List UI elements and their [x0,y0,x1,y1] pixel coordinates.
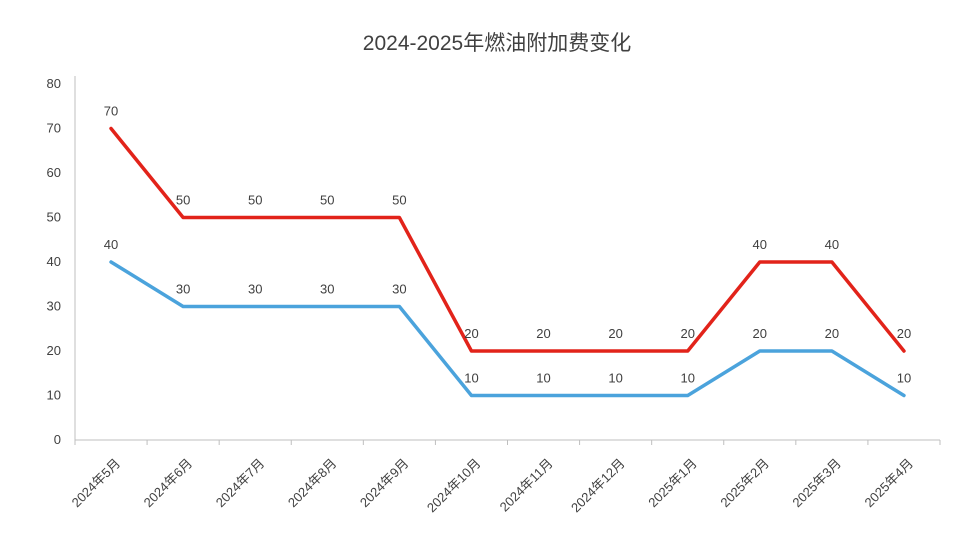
series-red-data-label: 50 [176,193,190,208]
series-blue-data-label: 10 [536,371,550,386]
x-axis-category-label: 2025年1月 [645,456,700,511]
series-blue-data-label: 10 [464,371,478,386]
y-axis-tick-label: 80 [47,76,61,91]
y-axis-tick-label: 10 [47,388,61,403]
y-axis-tick-label: 50 [47,210,61,225]
series-blue-line [109,260,906,398]
series-red-data-label: 20 [608,326,622,341]
series-blue-data-label: 30 [176,282,190,297]
y-axis-tick-label: 70 [47,121,61,136]
series-red-data-label: 20 [897,326,911,341]
y-axis-tick-label: 40 [47,254,61,269]
y-axis-tick-label: 30 [47,299,61,314]
x-axis-category-label: 2025年3月 [789,456,844,511]
x-axis-category-label: 2024年11月 [497,456,556,515]
series-red-data-label: 70 [104,104,118,119]
x-axis-category-label: 2024年8月 [285,456,340,511]
series-red-data-label: 50 [320,193,334,208]
chart-title: 2024-2025年燃油附加费变化 [363,32,631,55]
series-blue-data-label: 30 [392,282,406,297]
x-axis-category-label: 2025年4月 [862,456,917,511]
y-axis-tick-label: 20 [47,343,61,358]
series-blue-data-label: 20 [753,326,767,341]
series-blue-data-label: 30 [248,282,262,297]
x-axis-category-label: 2024年5月 [69,456,124,511]
series-blue-data-label: 10 [680,371,694,386]
y-axis-tick-label: 0 [54,432,61,447]
x-axis-category-label: 2025年2月 [717,456,772,511]
x-axis-category-label: 2024年6月 [141,456,196,511]
x-axis-category-label: 2024年12月 [568,456,628,516]
x-axis-category-label: 2024年10月 [424,456,484,516]
y-axis-tick-label: 60 [47,165,61,180]
series-blue-data-label: 10 [608,371,622,386]
x-axis-category-label: 2024年7月 [213,456,268,511]
series-blue-data-label: 40 [104,237,118,252]
series-red-line [109,126,906,353]
series-red-data-label: 40 [753,237,767,252]
series-red-data-label: 20 [536,326,550,341]
series-blue-data-label: 20 [825,326,839,341]
series-red-data-label: 50 [392,193,406,208]
series-red-data-label: 50 [248,193,262,208]
series-red-data-label: 40 [825,237,839,252]
series-red-data-label: 20 [464,326,478,341]
series-blue-data-label: 30 [320,282,334,297]
series-red-data-label: 20 [680,326,694,341]
chart-plot-area: 0 10 20 30 40 50 60 70 80 2024年5月 2024年6月 2024年7月 20… [47,76,941,516]
x-axis-category-label: 2024年9月 [357,456,412,511]
series-blue-data-label: 10 [897,371,911,386]
